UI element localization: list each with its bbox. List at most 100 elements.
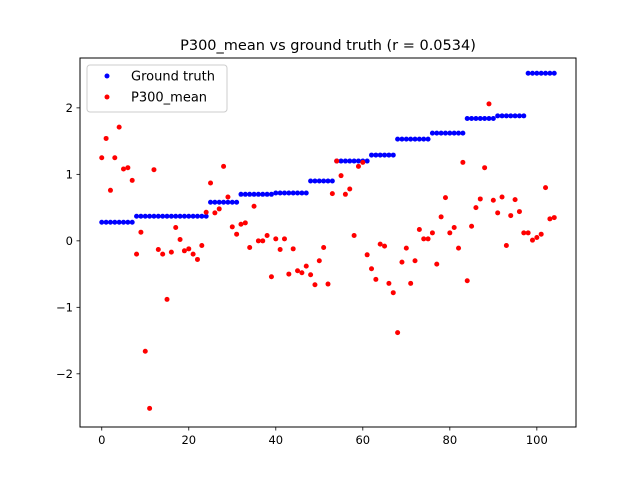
point-p300-mean [208,180,214,186]
point-ground-truth [151,213,157,219]
point-ground-truth [186,213,192,219]
point-p300-mean [512,197,518,203]
point-p300-mean [164,296,170,302]
point-p300-mean [229,224,235,230]
point-ground-truth [551,70,557,76]
point-ground-truth [234,199,240,205]
point-p300-mean [529,237,535,243]
point-ground-truth [229,199,235,205]
point-p300-mean [525,230,531,236]
point-p300-mean [360,159,366,165]
x-tick-label: 0 [98,433,105,447]
point-p300-mean [99,155,105,161]
point-p300-mean [382,243,388,249]
point-ground-truth [242,191,248,197]
point-ground-truth [194,213,200,219]
point-p300-mean [429,230,435,236]
point-p300-mean [234,231,240,237]
point-ground-truth [299,190,305,196]
point-ground-truth [369,152,375,158]
point-p300-mean [251,203,257,209]
point-ground-truth [364,158,370,164]
point-p300-mean [155,246,161,252]
point-ground-truth [238,191,244,197]
point-ground-truth [160,213,166,219]
point-p300-mean [116,124,122,130]
point-p300-mean [451,225,457,231]
point-p300-mean [325,281,331,287]
point-p300-mean [190,251,196,257]
point-p300-mean [390,290,396,296]
point-p300-mean [490,197,496,203]
point-ground-truth [316,178,322,184]
point-p300-mean [216,206,222,212]
x-tick-label: 20 [181,433,196,447]
point-p300-mean [181,248,187,254]
point-p300-mean [342,191,348,197]
point-p300-mean [321,244,327,250]
point-p300-mean [303,263,309,269]
point-ground-truth [273,190,279,196]
point-ground-truth [460,130,466,136]
point-ground-truth [395,136,401,142]
point-ground-truth [268,191,274,197]
point-ground-truth [138,213,144,219]
point-ground-truth [308,178,314,184]
point-p300-mean [469,223,475,229]
point-p300-mean [221,163,227,169]
point-ground-truth [482,116,488,121]
point-ground-truth [312,178,318,184]
point-p300-mean [464,278,470,284]
x-tick-label: 80 [443,433,458,447]
point-ground-truth [190,213,196,219]
y-tick-label: 0 [66,234,73,248]
point-ground-truth [543,70,549,76]
point-ground-truth [321,178,327,184]
point-p300-mean [395,330,401,336]
point-ground-truth [425,136,431,142]
point-p300-mean [299,270,305,276]
point-ground-truth [486,116,492,121]
point-p300-mean [412,258,418,264]
point-p300-mean [103,135,109,141]
point-p300-mean [264,233,270,239]
point-ground-truth [225,199,231,205]
point-p300-mean [386,280,392,286]
point-ground-truth [386,152,392,158]
point-ground-truth [347,158,353,164]
point-p300-mean [203,209,209,215]
point-p300-mean [460,159,466,165]
point-p300-mean [238,221,244,227]
point-p300-mean [499,194,505,200]
point-p300-mean [399,259,405,265]
point-p300-mean [408,280,414,286]
legend-label-ground-truth: Ground truth [131,70,215,85]
point-p300-mean [160,251,166,257]
point-ground-truth [534,70,540,76]
y-tick-label: 2 [66,101,73,115]
point-p300-mean [355,163,361,169]
point-p300-mean [194,256,200,262]
point-p300-mean [521,230,527,236]
point-p300-mean [495,210,501,216]
point-p300-mean [121,166,127,172]
point-p300-mean [308,272,314,278]
point-ground-truth [277,190,283,196]
point-p300-mean [482,165,488,171]
x-axis: 0 20 40 60 80 100 [98,427,548,447]
point-ground-truth [142,213,148,219]
point-p300-mean [486,101,492,107]
point-ground-truth [295,190,301,196]
point-ground-truth [495,113,501,119]
point-ground-truth [525,70,531,76]
point-ground-truth [421,136,427,142]
point-p300-mean [377,241,383,247]
point-p300-mean [247,244,253,250]
point-ground-truth [456,130,462,136]
point-ground-truth [351,158,357,164]
point-p300-mean [508,213,514,219]
point-p300-mean [199,242,205,248]
point-p300-mean [425,236,431,242]
point-p300-mean [338,173,344,179]
